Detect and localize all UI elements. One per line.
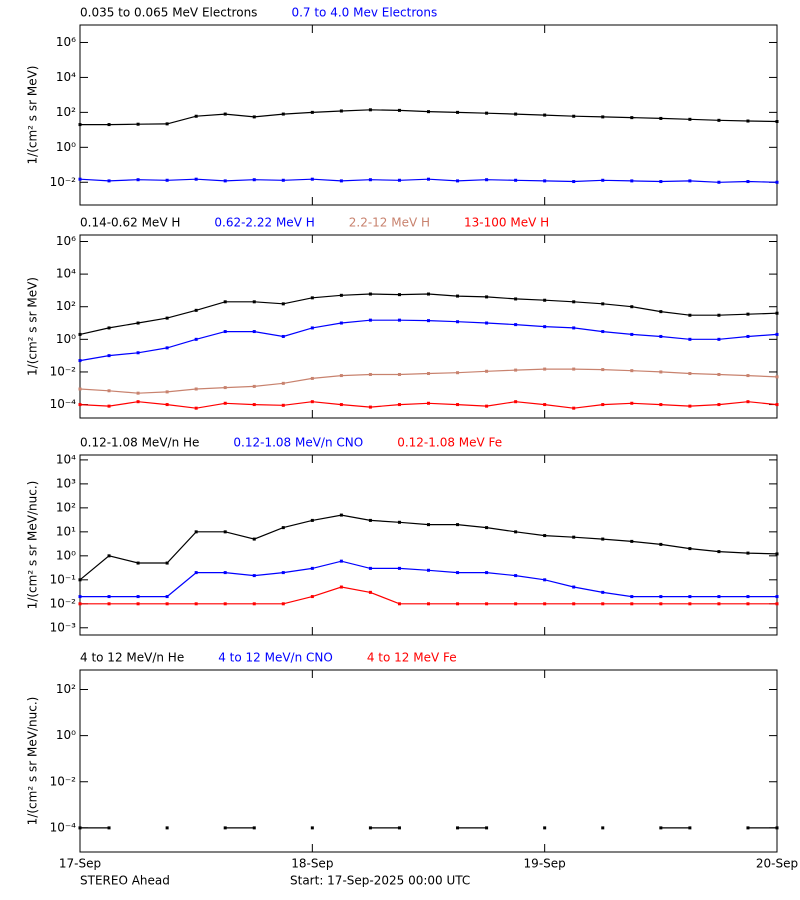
- series-line: [79, 178, 778, 183]
- legend-entry: 4 to 12 MeV/n CNO: [218, 651, 333, 665]
- legend-entry: 0.7 to 4.0 Mev Electrons: [291, 6, 437, 20]
- data-point: [165, 826, 169, 830]
- legend-entry: 0.14-0.62 MeV H: [80, 216, 180, 230]
- data-point: [310, 826, 314, 830]
- series-line: [80, 560, 777, 598]
- plot-frame: [79, 454, 778, 636]
- y-tick-label: 10⁻³: [50, 620, 77, 634]
- y-tick-label: 10⁴: [56, 452, 76, 466]
- y-tick-label: 10⁰: [56, 332, 76, 346]
- legend-entry: 2.2-12 MeV H: [349, 216, 430, 230]
- series-line: [79, 319, 778, 362]
- legend-entry: 0.12-1.08 MeV/n He: [80, 436, 199, 450]
- y-tick-label: 10⁶: [56, 234, 76, 248]
- legend-entry: 0.12-1.08 MeV Fe: [397, 436, 502, 450]
- data-point: [78, 177, 82, 181]
- y-axis-label: 1/(cm² s sr MeV/nuc.): [26, 697, 40, 826]
- footer-start: Start: 17-Sep-2025 00:00 UTC: [290, 874, 470, 888]
- plot-frame: [79, 234, 778, 419]
- y-tick-label: 10⁻⁴: [50, 820, 77, 834]
- plot-frame: [79, 669, 778, 853]
- data-point: [775, 552, 779, 556]
- series-line: [80, 586, 777, 605]
- legend-entry: 13-100 MeV H: [464, 216, 549, 230]
- data-point: [601, 826, 605, 830]
- data-point: [78, 578, 82, 582]
- y-tick-label: 10⁻²: [50, 774, 77, 788]
- series-line: [79, 368, 778, 394]
- y-tick-label: 10⁻²: [50, 364, 77, 378]
- footer-spacecraft: STEREO Ahead: [80, 874, 170, 888]
- series-line: [79, 293, 778, 335]
- data-point: [543, 826, 547, 830]
- legend-entry: 0.12-1.08 MeV/n CNO: [233, 436, 363, 450]
- y-axis-label: 1/(cm² s sr MeV): [26, 277, 40, 376]
- y-tick-label: 10⁻⁴: [50, 397, 77, 411]
- x-tick-label: 19-Sep: [524, 857, 566, 871]
- data-point: [775, 120, 779, 124]
- y-tick-label: 10⁰: [56, 140, 76, 154]
- y-tick-label: 10²: [56, 105, 76, 119]
- y-tick-label: 10²: [56, 682, 76, 696]
- series-line: [79, 514, 778, 581]
- legend-entry: 0.62-2.22 MeV H: [214, 216, 314, 230]
- plot-frame: [79, 24, 778, 206]
- y-tick-label: 10⁰: [56, 548, 76, 562]
- y-tick-label: 10⁴: [56, 70, 76, 84]
- x-tick-label: 18-Sep: [291, 857, 333, 871]
- y-tick-label: 10²: [56, 500, 76, 514]
- x-tick-label: 20-Sep: [756, 857, 798, 871]
- y-axis-label: 1/(cm² s sr MeV/nuc.): [26, 481, 40, 610]
- y-tick-label: 10²: [56, 299, 76, 313]
- y-axis-label: 1/(cm² s sr MeV): [26, 66, 40, 165]
- y-tick-label: 10⁻²: [50, 596, 77, 610]
- legend-entry: 4 to 12 MeV Fe: [367, 651, 457, 665]
- y-tick-label: 10¹: [56, 524, 76, 538]
- y-tick-label: 10³: [56, 476, 76, 490]
- y-tick-label: 10⁴: [56, 267, 76, 281]
- legend-entry: 0.035 to 0.065 MeV Electrons: [80, 6, 257, 20]
- y-tick-label: 10⁻¹: [50, 572, 77, 586]
- y-tick-label: 10⁰: [56, 728, 76, 742]
- y-tick-label: 10⁻²: [50, 175, 77, 189]
- series-line: [80, 109, 778, 126]
- data-point: [78, 332, 82, 336]
- legend-entry: 4 to 12 MeV/n He: [80, 651, 184, 665]
- data-point: [78, 403, 82, 407]
- data-point: [107, 826, 111, 830]
- data-point: [746, 826, 750, 830]
- x-tick-label: 17-Sep: [59, 857, 101, 871]
- series-line: [79, 401, 778, 409]
- y-tick-label: 10⁶: [56, 35, 76, 49]
